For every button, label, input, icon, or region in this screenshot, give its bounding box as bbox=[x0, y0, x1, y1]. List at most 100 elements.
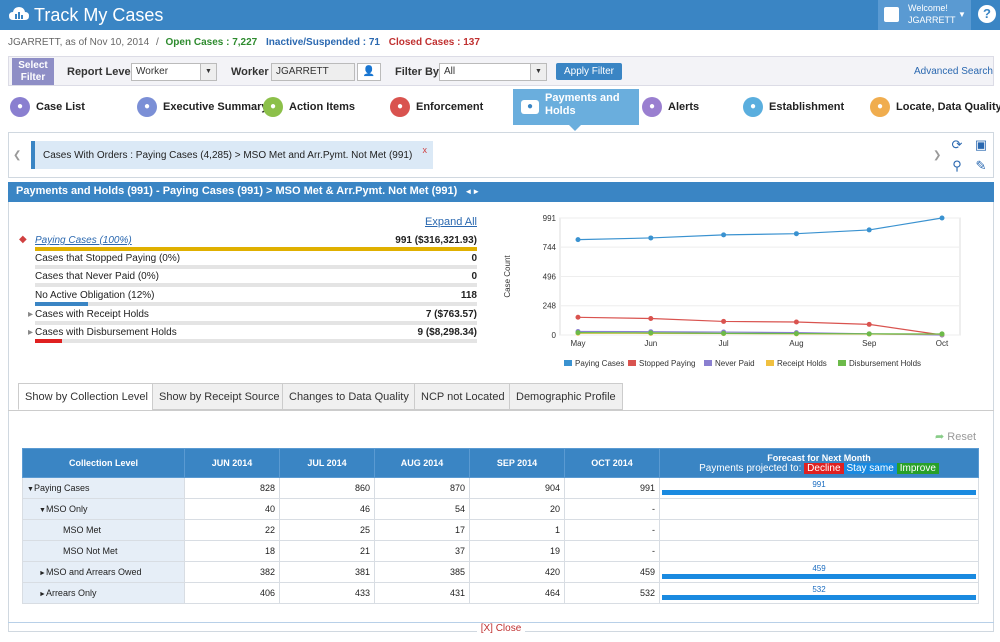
status-line: JGARRETT, as of Nov 10, 2014 / Open Case… bbox=[8, 37, 480, 48]
table-row: ▼MSO Only 40 46 54 20- bbox=[22, 498, 979, 520]
data-point[interactable] bbox=[866, 227, 872, 233]
value-cell: 21 bbox=[279, 540, 375, 562]
tab-alerts[interactable]: ● Alerts bbox=[640, 89, 735, 125]
value-cell: 19 bbox=[469, 540, 565, 562]
worker-field[interactable]: JGARRETT bbox=[271, 63, 355, 81]
chevron-right-icon[interactable]: ❯ bbox=[933, 150, 942, 161]
filter-by-select[interactable]: All ▼ bbox=[439, 63, 547, 81]
expand-all-link[interactable]: Expand All bbox=[425, 216, 477, 228]
advanced-search-link[interactable]: Advanced Search bbox=[914, 66, 993, 77]
cloud-logo-icon bbox=[9, 7, 29, 20]
collection-level-cell[interactable]: MSO Not Met bbox=[22, 540, 185, 562]
data-point[interactable] bbox=[648, 315, 654, 321]
content-tab[interactable]: NCP not Located bbox=[414, 383, 512, 410]
reset-icon: ➦ bbox=[935, 431, 945, 443]
open-cases[interactable]: Open Cases : 7,227 bbox=[165, 37, 258, 48]
data-point[interactable] bbox=[866, 331, 872, 337]
collapse-icon[interactable]: ▼ bbox=[27, 486, 34, 493]
collection-level-cell[interactable]: ▼Paying Cases bbox=[22, 477, 185, 499]
drill-icon[interactable]: ◆ bbox=[19, 234, 27, 245]
summary-label: Cases that Never Paid (0%) bbox=[35, 271, 159, 282]
expand-arrow-icon[interactable]: ▸ bbox=[28, 327, 34, 338]
column-header[interactable]: JUL 2014 bbox=[279, 448, 375, 478]
report-level-select[interactable]: Worker ▼ bbox=[131, 63, 217, 81]
select-filter-button[interactable]: Select Filter bbox=[12, 58, 54, 85]
data-point[interactable] bbox=[721, 318, 727, 324]
user-lookup-icon[interactable]: 👤 bbox=[357, 63, 381, 81]
tab-payments-and-holds[interactable]: ● Payments and Holds bbox=[513, 89, 639, 131]
data-point[interactable] bbox=[939, 331, 945, 337]
tab-label: Payments and Holds bbox=[545, 92, 620, 117]
save-icon[interactable]: ▣ bbox=[974, 137, 988, 152]
close-icon[interactable]: x bbox=[422, 145, 428, 155]
gavel-icon: ● bbox=[390, 97, 410, 117]
collection-level-cell[interactable]: MSO Met bbox=[22, 519, 185, 541]
content-tab[interactable]: Show by Collection Level bbox=[18, 383, 155, 410]
legend-label[interactable]: Disbursement Holds bbox=[849, 359, 921, 368]
column-header[interactable]: SEP 2014 bbox=[469, 448, 565, 478]
tab-executive-summary[interactable]: ● Executive Summary bbox=[135, 89, 268, 125]
summary-value: 0 bbox=[471, 253, 477, 264]
expand-icon[interactable]: ► bbox=[39, 591, 46, 598]
summary-row[interactable]: Cases that Stopped Paying (0%) 0 bbox=[35, 252, 477, 269]
content-tab[interactable]: Show by Receipt Source bbox=[152, 383, 287, 410]
data-point[interactable] bbox=[793, 231, 799, 237]
summary-row[interactable]: Cases that Never Paid (0%) 0 bbox=[35, 270, 477, 287]
tab-label: Executive Summary bbox=[163, 101, 268, 113]
legend-label[interactable]: Receipt Holds bbox=[777, 359, 827, 368]
expand-icon[interactable]: ► bbox=[39, 570, 46, 577]
breadcrumb-text: Cases With Orders : Paying Cases (4,285)… bbox=[43, 150, 413, 161]
summary-row[interactable]: Paying Cases (100%) 991 ($316,321.93) ◆ bbox=[19, 234, 477, 251]
legend-label[interactable]: Paying Cases bbox=[575, 359, 624, 368]
data-point[interactable] bbox=[793, 331, 799, 337]
data-point[interactable] bbox=[866, 321, 872, 327]
summary-row[interactable]: Cases with Disbursement Holds 9 ($8,298.3… bbox=[28, 326, 477, 343]
forecast-cell: 532 bbox=[659, 582, 979, 604]
collapse-icon[interactable]: ▼ bbox=[39, 507, 46, 514]
tab-action-items[interactable]: ● Action Items bbox=[261, 89, 381, 125]
apply-filter-button[interactable]: Apply Filter bbox=[556, 63, 622, 80]
chevron-left-icon[interactable]: ❮ bbox=[13, 150, 22, 161]
eraser-icon[interactable]: ✎ bbox=[975, 158, 987, 173]
user-menu[interactable]: Welcome! JGARRETT ▼ bbox=[878, 0, 971, 30]
level-label: MSO Not Met bbox=[63, 546, 118, 556]
legend-label[interactable]: Stopped Paying bbox=[639, 359, 696, 368]
search-icon[interactable]: ⚲ bbox=[952, 158, 962, 173]
legend-label[interactable]: Never Paid bbox=[715, 359, 755, 368]
expand-arrow-icon[interactable]: ▸ bbox=[28, 309, 34, 320]
tab-enforcement[interactable]: ● Enforcement bbox=[388, 89, 508, 125]
closed-cases[interactable]: Closed Cases : 137 bbox=[388, 37, 480, 48]
column-header[interactable]: JUN 2014 bbox=[184, 448, 280, 478]
data-point[interactable] bbox=[575, 314, 581, 320]
tab-locate-data-quality[interactable]: ● Locate, Data Quality bbox=[868, 89, 1000, 125]
collection-level-cell[interactable]: ►MSO and Arrears Owed bbox=[22, 561, 185, 583]
data-point[interactable] bbox=[575, 237, 581, 243]
section-nav-icon[interactable]: ◄► bbox=[464, 187, 481, 196]
tab-case-list[interactable]: ● Case List bbox=[8, 89, 128, 125]
help-icon[interactable]: ? bbox=[978, 5, 996, 23]
content-tab[interactable]: Changes to Data Quality bbox=[282, 383, 416, 410]
data-point[interactable] bbox=[648, 235, 654, 241]
reset-button[interactable]: ➦ Reset bbox=[935, 430, 976, 443]
inactive-cases[interactable]: Inactive/Suspended : 71 bbox=[266, 37, 380, 48]
summary-row[interactable]: No Active Obligation (12%) 118 bbox=[35, 289, 477, 306]
data-point[interactable] bbox=[648, 330, 654, 336]
tab-establishment[interactable]: ● Establishment bbox=[741, 89, 861, 125]
data-point[interactable] bbox=[939, 215, 945, 221]
data-point[interactable] bbox=[575, 330, 581, 336]
column-header[interactable]: Collection Level bbox=[22, 448, 185, 478]
data-point[interactable] bbox=[721, 232, 727, 238]
column-header[interactable]: AUG 2014 bbox=[374, 448, 470, 478]
collection-level-cell[interactable]: ▼MSO Only bbox=[22, 498, 185, 520]
map-pin-icon: ● bbox=[870, 97, 890, 117]
close-button[interactable]: [X] Close bbox=[476, 623, 526, 634]
content-tab[interactable]: Demographic Profile bbox=[509, 383, 623, 410]
forecast-cell bbox=[659, 519, 979, 541]
collection-level-cell[interactable]: ►Arrears Only bbox=[22, 582, 185, 604]
column-header[interactable]: OCT 2014 bbox=[564, 448, 660, 478]
table-row: ►Arrears Only 406 433 431 464 532 532 bbox=[22, 582, 979, 604]
summary-row[interactable]: Cases with Receipt Holds 7 ($763.57) ▸ bbox=[28, 308, 477, 325]
data-point[interactable] bbox=[793, 319, 799, 325]
refresh-icon[interactable]: ⟳ bbox=[951, 137, 963, 152]
data-point[interactable] bbox=[721, 330, 727, 336]
